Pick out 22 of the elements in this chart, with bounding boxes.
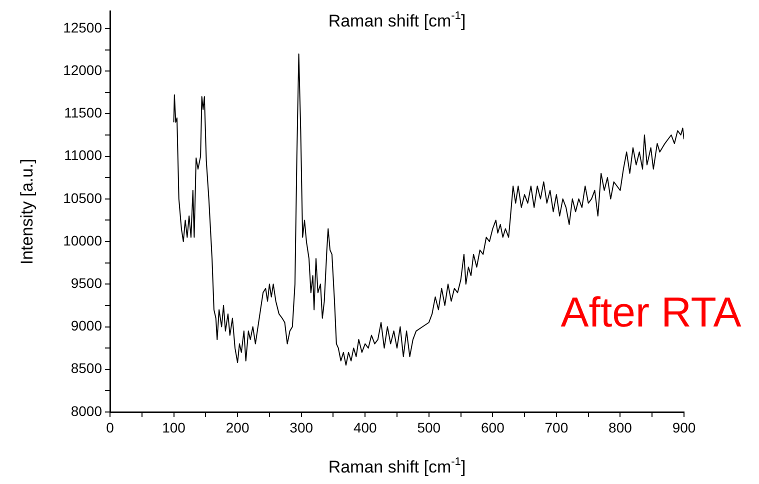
y-tick-label: 8000 xyxy=(70,402,102,419)
x-tick-label: 800 xyxy=(608,419,632,436)
x-tick-label: 900 xyxy=(672,419,696,436)
y-tick-label: 11500 xyxy=(64,104,102,121)
x-tick-label: 700 xyxy=(544,419,568,436)
y-tick-label: 10000 xyxy=(63,232,102,248)
y-tick-label: 10500 xyxy=(63,190,102,206)
y-tick-label: 9000 xyxy=(70,318,102,334)
y-tick-label: 12000 xyxy=(63,62,102,78)
annotation: After RTA xyxy=(560,288,742,336)
x-tick-label: 0 xyxy=(106,419,114,436)
x-tick-label: 600 xyxy=(480,419,505,436)
x-tick-label: 400 xyxy=(353,419,378,436)
y-tick-label: 9500 xyxy=(70,275,102,292)
y-tick-label: 12500 xyxy=(63,19,102,36)
x-tick-label: 300 xyxy=(290,419,314,436)
y-axis-title: Intensity [a.u.] xyxy=(18,158,37,265)
x-tick-label: 500 xyxy=(417,419,441,436)
x-tick-label: 100 xyxy=(162,419,186,436)
y-tick-label: 11000 xyxy=(64,147,102,164)
y-tick-label: 8500 xyxy=(70,360,102,376)
x-tick-label: 200 xyxy=(226,419,250,436)
